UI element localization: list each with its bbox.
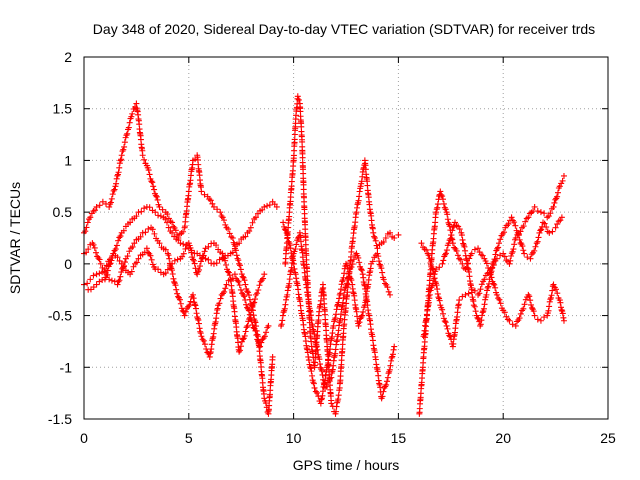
series-trace-f [278, 229, 398, 402]
data-point-markers [418, 172, 567, 350]
x-tick-label: 10 [286, 430, 302, 446]
x-tick-label: 20 [495, 430, 511, 446]
data-point-markers [280, 219, 394, 407]
x-tick-label: 25 [600, 430, 616, 446]
data-point-markers [282, 93, 402, 417]
y-tick-label: 1 [64, 152, 72, 168]
y-tick-label: 0.5 [53, 204, 73, 220]
series-trace-j [420, 214, 565, 340]
data-point-markers [420, 214, 565, 340]
y-tick-label: -0.5 [48, 308, 72, 324]
series-trace-i [418, 172, 567, 350]
grid [84, 57, 608, 419]
data-points [81, 93, 567, 417]
series-trace-e [282, 93, 402, 417]
data-point-markers [85, 240, 268, 355]
series-trace-g [280, 219, 394, 407]
y-axis-label: SDTVAR / TECUs [7, 182, 23, 294]
data-point-markers [278, 229, 398, 402]
x-tick-label: 5 [185, 430, 193, 446]
x-tick-label: 0 [80, 430, 88, 446]
y-tick-label: -1 [60, 359, 73, 375]
y-tick-label: -1.5 [48, 411, 72, 427]
data-point-markers [416, 188, 567, 417]
x-axis-label: GPS time / hours [293, 457, 400, 473]
axis-ticks: 0 5 10 15 20 25 -1.5 -1 -0.5 0 0.5 1 1.5 2 [48, 49, 616, 446]
chart-title: Day 348 of 2020, Sidereal Day-to-day VTE… [93, 21, 595, 37]
series-trace-h [416, 188, 567, 417]
series-trace-d [85, 240, 268, 355]
y-tick-label: 2 [64, 49, 72, 65]
x-tick-label: 15 [391, 430, 407, 446]
y-tick-label: 0 [64, 256, 72, 272]
y-tick-label: 1.5 [53, 101, 73, 117]
plot-frame [83, 56, 609, 420]
